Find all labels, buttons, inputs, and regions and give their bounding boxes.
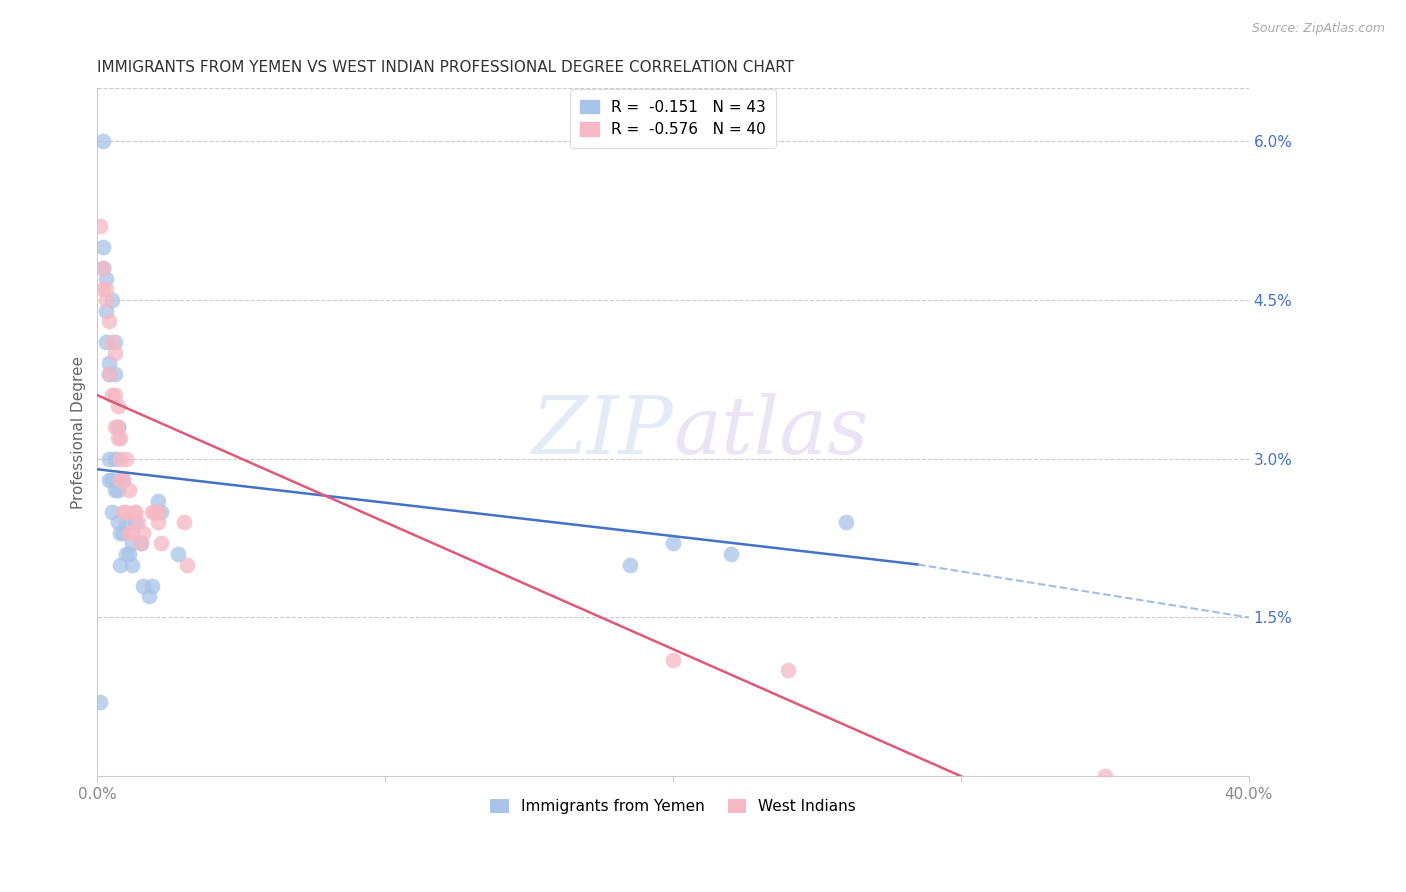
Point (146, 494, 169, 508)
Point (91, 282, 114, 296)
Point (97, 367, 120, 381)
Point (778, 664, 800, 678)
Point (104, 335, 127, 350)
Point (118, 547, 141, 561)
Point (110, 473, 132, 487)
Point (662, 653, 685, 667)
Point (112, 473, 135, 487)
Point (112, 473, 135, 487)
Point (107, 483, 129, 498)
Legend: Immigrants from Yemen, West Indians: Immigrants from Yemen, West Indians (481, 790, 865, 823)
Point (143, 505, 166, 519)
Point (149, 505, 172, 519)
Point (129, 536, 152, 550)
Point (97, 473, 120, 487)
Point (149, 536, 172, 550)
Point (91, 261, 114, 276)
Point (97, 356, 120, 370)
Point (132, 579, 155, 593)
Point (110, 558, 132, 572)
Point (100, 505, 122, 519)
Y-axis label: Professional Degree: Professional Degree (72, 356, 86, 508)
Point (97, 367, 120, 381)
Point (89, 219, 111, 233)
Point (132, 525, 155, 540)
Point (121, 536, 143, 550)
Point (146, 505, 169, 519)
Point (91, 134, 114, 148)
Point (97, 314, 120, 328)
Point (115, 547, 138, 561)
Point (138, 589, 160, 603)
Point (107, 399, 129, 413)
Point (94, 335, 117, 350)
Point (91, 261, 114, 276)
Point (124, 505, 146, 519)
Point (118, 483, 141, 498)
Point (110, 430, 132, 444)
Point (104, 483, 127, 498)
Point (115, 515, 138, 529)
Point (176, 558, 198, 572)
Point (104, 388, 127, 402)
Point (100, 293, 122, 307)
Point (835, 515, 858, 529)
Point (127, 515, 149, 529)
Point (97, 451, 120, 466)
Point (118, 525, 141, 540)
Text: ZIP: ZIP (531, 393, 673, 471)
Point (129, 536, 152, 550)
Point (104, 367, 127, 381)
Point (107, 420, 129, 434)
Point (619, 558, 641, 572)
Point (94, 272, 117, 286)
Point (141, 505, 163, 519)
Point (100, 473, 122, 487)
Point (104, 420, 127, 434)
Point (107, 420, 129, 434)
Point (104, 346, 127, 360)
Point (112, 525, 135, 540)
Point (110, 525, 132, 540)
Point (91, 240, 114, 254)
Point (124, 505, 146, 519)
Text: Source: ZipAtlas.com: Source: ZipAtlas.com (1251, 22, 1385, 36)
Point (124, 515, 146, 529)
Point (94, 293, 117, 307)
Point (121, 558, 143, 572)
Point (662, 536, 685, 550)
Point (89, 695, 111, 709)
Point (107, 515, 129, 529)
Point (146, 515, 169, 529)
Point (167, 547, 190, 561)
Point (720, 547, 742, 561)
Text: atlas: atlas (673, 393, 869, 471)
Point (107, 430, 129, 444)
Point (100, 388, 122, 402)
Point (104, 451, 127, 466)
Point (173, 515, 195, 529)
Point (141, 579, 163, 593)
Point (115, 451, 138, 466)
Point (110, 473, 132, 487)
Text: IMMIGRANTS FROM YEMEN VS WEST INDIAN PROFESSIONAL DEGREE CORRELATION CHART: IMMIGRANTS FROM YEMEN VS WEST INDIAN PRO… (97, 60, 794, 75)
Point (94, 282, 117, 296)
Point (115, 505, 138, 519)
Point (1094, 769, 1116, 783)
Point (100, 335, 122, 350)
Point (112, 505, 135, 519)
Point (121, 525, 143, 540)
Point (94, 303, 117, 318)
Point (110, 451, 132, 466)
